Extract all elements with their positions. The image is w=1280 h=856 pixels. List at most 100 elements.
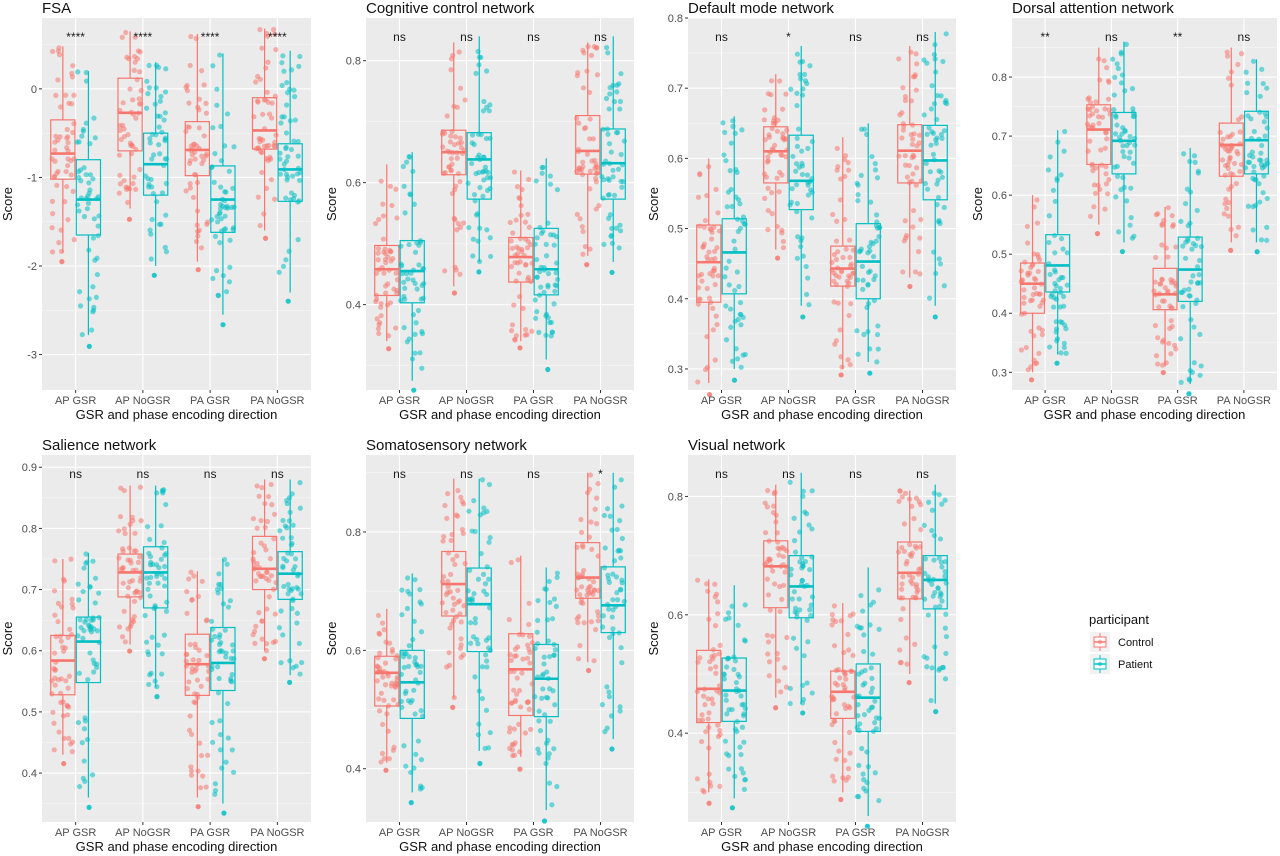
data-point-patient (1186, 292, 1192, 299)
data-point-control (460, 530, 466, 537)
data-point-patient (1178, 379, 1184, 385)
data-point-control (580, 228, 586, 235)
data-point-patient (83, 560, 89, 566)
plot-background (366, 18, 634, 390)
data-point-control (762, 107, 768, 113)
data-point-control (579, 224, 585, 230)
data-point-patient (1060, 293, 1067, 300)
data-point-patient (1250, 227, 1256, 233)
data-point-control (696, 296, 702, 302)
data-point-patient (80, 635, 86, 641)
data-point-control (580, 600, 586, 606)
data-point-control (273, 47, 279, 53)
data-point-control (701, 224, 707, 230)
data-point-patient (279, 60, 285, 66)
data-point-patient (299, 659, 305, 666)
data-point-patient (604, 44, 610, 51)
data-point-control (183, 188, 189, 194)
data-point-control (1231, 160, 1238, 167)
data-point-patient (734, 356, 741, 362)
data-point-patient (92, 257, 98, 263)
data-point-control (256, 493, 262, 499)
data-point-patient (547, 599, 553, 606)
data-point-patient (277, 150, 283, 156)
data-point-control (712, 256, 718, 262)
data-point-patient (536, 718, 542, 724)
data-point-control (458, 139, 465, 146)
data-point-control (49, 48, 56, 55)
data-point-control (128, 142, 134, 148)
data-point-control (510, 752, 516, 759)
data-point-control (846, 647, 852, 653)
significance-label: ns (594, 30, 607, 44)
data-point-patient (278, 608, 284, 614)
data-point-patient (1047, 154, 1053, 160)
data-point-patient (607, 513, 613, 519)
data-point-control (580, 251, 586, 257)
outlier-point-control (906, 679, 912, 686)
data-point-control (1168, 351, 1174, 357)
data-point-patient (617, 106, 623, 112)
data-point-control (131, 67, 137, 74)
data-point-control (65, 139, 71, 146)
data-point-patient (280, 632, 286, 638)
data-point-control (265, 493, 272, 500)
data-point-patient (543, 253, 550, 259)
data-point-patient (547, 718, 553, 724)
data-point-patient (616, 547, 622, 553)
data-point-control (763, 174, 770, 180)
data-point-control (116, 152, 123, 158)
data-point-patient (790, 635, 797, 641)
data-point-control (713, 591, 720, 597)
data-point-control (65, 162, 71, 169)
data-point-patient (1260, 80, 1266, 87)
data-point-patient (921, 112, 927, 118)
data-point-control (587, 472, 594, 478)
data-point-patient (859, 263, 866, 269)
data-point-patient (79, 133, 85, 139)
data-point-control (1159, 242, 1165, 248)
data-point-patient (283, 257, 289, 263)
data-point-patient (161, 487, 167, 493)
data-point-control (55, 168, 61, 175)
data-point-control (831, 778, 837, 784)
data-point-control (55, 618, 61, 625)
data-point-patient (1189, 246, 1195, 252)
outlier-point-patient (545, 366, 551, 373)
data-point-control (762, 530, 769, 536)
data-point-patient (602, 545, 608, 551)
data-point-control (712, 248, 718, 254)
data-point-control (836, 748, 842, 754)
significance-label: **** (268, 30, 287, 44)
data-point-control (705, 588, 711, 594)
data-point-control (1173, 346, 1179, 352)
data-point-control (129, 617, 136, 623)
data-point-control (838, 176, 844, 182)
data-point-patient (554, 570, 560, 576)
data-point-patient (405, 588, 411, 594)
data-point-patient (861, 126, 868, 132)
data-point-patient (1123, 41, 1129, 47)
data-point-patient (1197, 372, 1203, 378)
data-point-control (581, 126, 588, 132)
data-point-control (1153, 353, 1160, 359)
data-point-control (383, 283, 389, 289)
data-point-patient (147, 227, 153, 233)
data-point-control (765, 487, 771, 494)
data-point-patient (855, 351, 861, 357)
data-point-control (451, 142, 458, 148)
box-patient (75, 159, 102, 236)
data-point-patient (1250, 58, 1257, 64)
data-point-control (593, 206, 599, 212)
box-patient (721, 218, 747, 295)
data-point-patient (1053, 326, 1060, 332)
y-tick-label: 0.9 (22, 462, 37, 474)
outlier-point-patient (932, 314, 938, 320)
data-point-patient (80, 588, 86, 595)
data-point-control (578, 529, 585, 535)
data-point-control (1173, 244, 1179, 250)
outlier-point-patient (220, 322, 226, 328)
data-point-control (595, 613, 602, 619)
significance-label: ns (460, 467, 473, 481)
data-point-control (1084, 121, 1091, 127)
